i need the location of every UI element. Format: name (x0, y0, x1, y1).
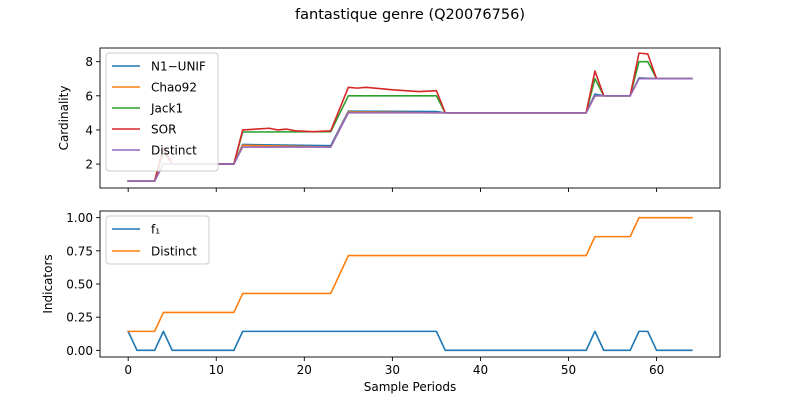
x-tick-label: 40 (473, 363, 488, 377)
legend-label-n1-unif-0: N1−UNIF (151, 60, 206, 74)
y-tick-label: 8 (85, 55, 93, 69)
y-tick-label: 0.00 (66, 344, 93, 358)
x-tick-label: 0 (124, 363, 132, 377)
x-tick-label: 60 (649, 363, 664, 377)
y-tick-label: 4 (85, 123, 93, 137)
x-tick-label: 10 (209, 363, 224, 377)
legend-label-jack1-2: Jack1 (150, 102, 183, 116)
legend-label-f-0: f₁ (151, 223, 160, 237)
legend-box (105, 215, 210, 265)
legend-label-distinct-4: Distinct (151, 144, 197, 158)
cardinality-panel: 2 4 6 8 Cardinality N1−UNIF Chao92 Jack1 SOR Dist… (57, 47, 721, 192)
legend: N1−UNIF Chao92 Jack1 SOR Distinct (105, 52, 219, 172)
legend-label-chao92-1: Chao92 (151, 81, 197, 95)
axes-frame (99, 47, 721, 189)
y-tick-label: 0.75 (66, 244, 93, 258)
x-tick-label: 30 (385, 363, 400, 377)
y-tick-label: 6 (85, 89, 93, 103)
y-axis-label: Indicators (41, 254, 55, 313)
legend-label-distinct-1: Distinct (151, 245, 197, 259)
indicators-panel: 0 10 20 30 40 50 60 0.00 0.25 0.50 0.75 1.00 Indicat… (41, 210, 721, 394)
x-tick-label: 20 (297, 363, 312, 377)
y-tick-label: 2 (85, 158, 93, 172)
series-line-f-0 (127, 330, 693, 352)
legend-box (105, 52, 219, 172)
x-tick-label: 50 (561, 363, 576, 377)
y-axis-label: Cardinality (57, 86, 71, 151)
x-axis-label: Sample Periods (364, 380, 456, 394)
y-tick-label: 0.50 (66, 278, 93, 292)
legend-label-sor-3: SOR (151, 123, 176, 137)
y-tick-label: 0.25 (66, 311, 93, 325)
y-tick-label: 1.00 (66, 211, 93, 225)
series-line-distinct-1 (127, 216, 693, 333)
figure-title: fantastique genre (Q20076756) (295, 7, 525, 23)
legend: f₁ Distinct (105, 215, 210, 265)
